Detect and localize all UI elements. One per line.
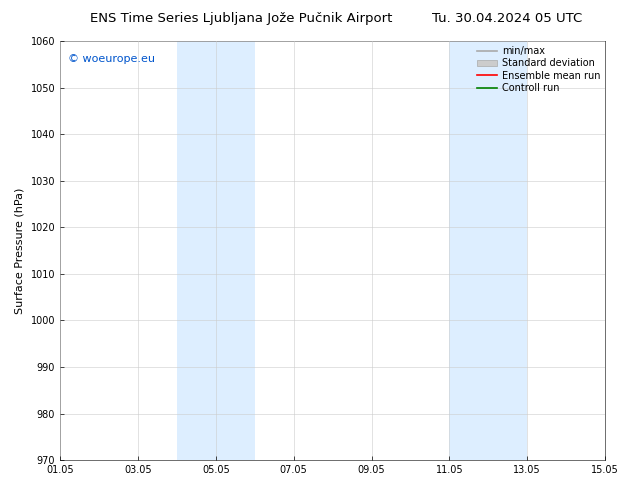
Y-axis label: Surface Pressure (hPa): Surface Pressure (hPa) xyxy=(15,187,25,314)
Text: ENS Time Series Ljubljana Jože Pučnik Airport: ENS Time Series Ljubljana Jože Pučnik Ai… xyxy=(90,12,392,25)
Legend: min/max, Standard deviation, Ensemble mean run, Controll run: min/max, Standard deviation, Ensemble me… xyxy=(476,44,602,95)
Text: Tu. 30.04.2024 05 UTC: Tu. 30.04.2024 05 UTC xyxy=(432,12,582,25)
Bar xyxy=(450,41,527,460)
Text: © woeurope.eu: © woeurope.eu xyxy=(68,53,155,64)
Bar xyxy=(177,41,255,460)
